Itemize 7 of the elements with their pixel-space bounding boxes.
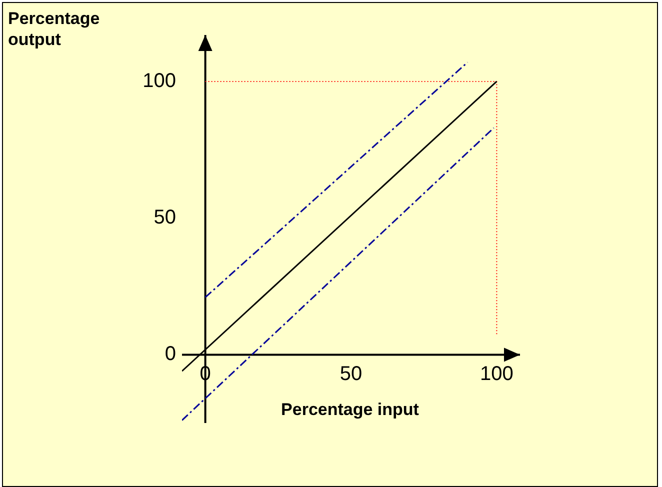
- x-axis-title: Percentage input: [280, 400, 420, 420]
- y-tick-label: 50: [154, 206, 176, 229]
- y-tick-label: 0: [164, 343, 176, 366]
- y-tick-label: 100: [142, 70, 176, 92]
- x-tick-label: 100: [480, 363, 514, 386]
- x-tick-label: 50: [340, 363, 362, 386]
- y-axis-title: Percentage output: [8, 8, 101, 50]
